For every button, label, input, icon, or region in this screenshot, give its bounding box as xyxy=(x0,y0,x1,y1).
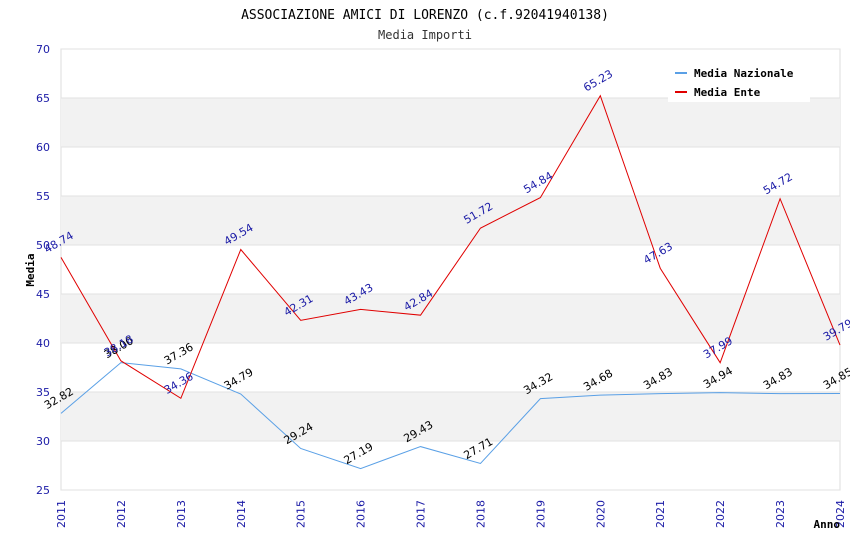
series-lines xyxy=(60,94,841,470)
legend-entry: Media Ente xyxy=(694,86,761,99)
y-tick-label: 25 xyxy=(36,484,50,497)
x-tick-label: 2024 xyxy=(834,500,847,528)
gridlines xyxy=(61,48,840,491)
x-axis-ticks: 2011 2012 2013 2014 2015 2016 2017 2018 2019 2020… xyxy=(55,500,847,528)
y-tick-label: 65 xyxy=(36,92,50,105)
plot-background xyxy=(60,48,841,491)
chart-subtitle: Media Importi xyxy=(378,28,472,42)
x-tick-label: 2022 xyxy=(714,500,727,528)
x-tick-label: 2016 xyxy=(355,500,368,528)
grid-band xyxy=(61,196,840,245)
y-axis-label: Media xyxy=(24,253,37,286)
x-tick-label: 2023 xyxy=(774,500,787,528)
x-tick-label: 2018 xyxy=(474,500,487,528)
grid-band xyxy=(61,392,840,441)
y-tick-label: 70 xyxy=(36,43,50,56)
y-tick-label: 35 xyxy=(36,386,50,399)
x-axis-label: Anno xyxy=(814,518,841,531)
y-tick-label: 60 xyxy=(36,141,50,154)
y-tick-label: 55 xyxy=(36,190,50,203)
grid-band xyxy=(61,294,840,343)
legend-box xyxy=(668,60,810,102)
y-tick-label: 45 xyxy=(36,288,50,301)
y-tick-label: 30 xyxy=(36,435,50,448)
x-tick-label: 2015 xyxy=(295,500,308,528)
y-tick-label: 50 xyxy=(36,239,50,252)
x-tick-label: 2011 xyxy=(55,500,68,528)
x-tick-label: 2019 xyxy=(534,500,547,528)
legend: Media Nazionale Media Ente xyxy=(668,60,810,102)
x-tick-label: 2014 xyxy=(235,500,248,528)
x-tick-label: 2013 xyxy=(175,500,188,528)
grid-band xyxy=(61,98,840,147)
legend-entry: Media Nazionale xyxy=(694,67,794,80)
x-tick-label: 2012 xyxy=(115,500,128,528)
chart-title: ASSOCIAZIONE AMICI DI LORENZO (c.f.92041… xyxy=(241,8,609,23)
x-tick-label: 2020 xyxy=(594,500,607,528)
y-tick-label: 40 xyxy=(36,337,50,350)
x-tick-label: 2017 xyxy=(415,500,428,528)
series-line-media-ente xyxy=(60,94,841,400)
y-axis-ticks: 25 30 35 40 45 50 55 60 65 70 xyxy=(36,43,50,497)
x-tick-label: 2021 xyxy=(654,500,667,528)
